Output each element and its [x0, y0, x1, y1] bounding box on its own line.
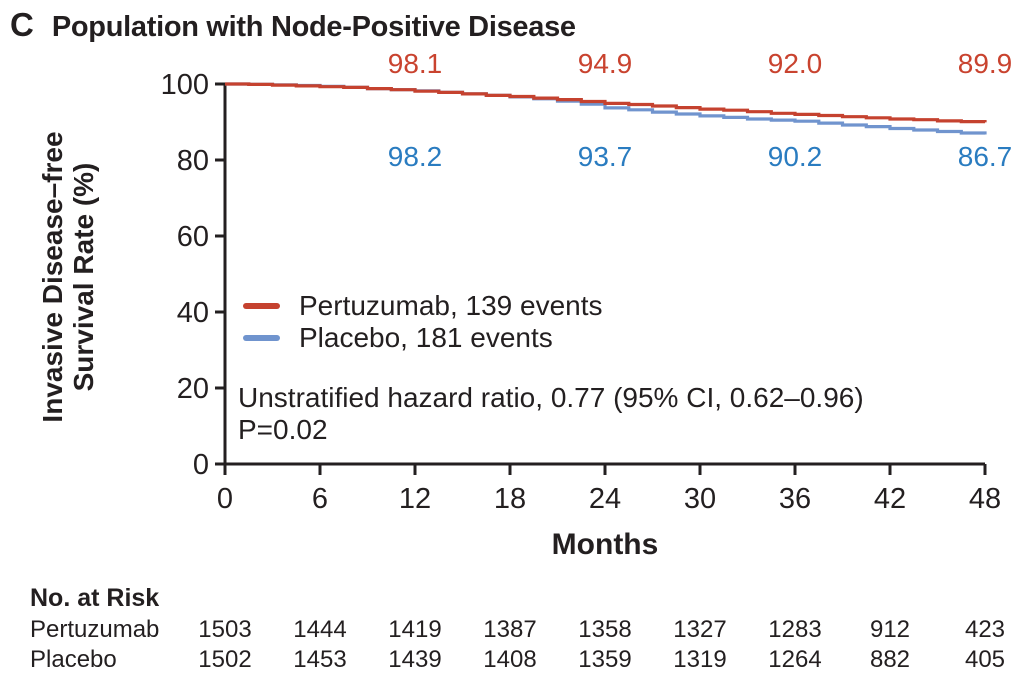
- risk-count: 1502: [198, 646, 252, 673]
- x-tick-label: 24: [589, 483, 621, 515]
- placebo-rate-label: 86.7: [958, 141, 1013, 172]
- risk-table-row-placebo: Placebo 1502 1453 1439 1408 1359 1319 1264 882 4…: [0, 646, 1035, 676]
- risk-count: 405: [964, 646, 1006, 673]
- hazard-ratio-annotation: Unstratified hazard ratio, 0.77 (95% CI,…: [238, 382, 864, 446]
- pertuzumab-rate-label: 92.0: [768, 48, 823, 79]
- pertuzumab-rate-label: 94.9: [578, 48, 633, 79]
- p-value-line: P=0.02: [238, 414, 328, 445]
- risk-count: 1444: [293, 616, 347, 643]
- risk-table-row-pertuzumab: Pertuzumab 1503 1444 1419 1387 1358 1327 1283 9…: [0, 616, 1035, 646]
- legend-label: Pertuzumab, 139 events: [299, 290, 603, 321]
- x-axis-label: Months: [551, 528, 659, 561]
- risk-count: 1419: [388, 616, 442, 643]
- risk-count: 423: [964, 616, 1006, 643]
- risk-table-header: No. at Risk: [30, 584, 160, 612]
- placebo-rate-label: 90.2: [768, 141, 823, 172]
- legend-item-pertuzumab: Pertuzumab, 139 events: [243, 290, 603, 322]
- x-tick-label: 12: [399, 483, 431, 515]
- risk-count: 1264: [768, 646, 822, 673]
- risk-count: 1439: [388, 646, 442, 673]
- x-tick-label: 42: [874, 483, 906, 515]
- risk-count: 882: [869, 646, 911, 673]
- pertuzumab-line-swatch-icon: [243, 303, 280, 309]
- legend-item-placebo: Placebo, 181 events: [243, 322, 603, 354]
- figure-title-row: C Population with Node-Positive Disease: [10, 6, 576, 44]
- x-tick-label: 6: [312, 483, 328, 515]
- risk-count: 1358: [578, 616, 632, 643]
- x-tick-label: 48: [969, 483, 1001, 515]
- pertuzumab-rate-label: 89.9: [958, 48, 1013, 79]
- risk-row-label: Pertuzumab: [30, 616, 160, 643]
- placebo-rate-label: 98.2: [388, 141, 443, 172]
- y-tick-label: 80: [177, 145, 209, 177]
- pertuzumab-survival-curve: [225, 82, 987, 124]
- x-tick-label: 0: [217, 483, 233, 515]
- risk-count: 1503: [198, 616, 252, 643]
- placebo-line-swatch-icon: [243, 335, 280, 341]
- panel-letter: C: [10, 6, 34, 43]
- risk-count: 1387: [483, 616, 537, 643]
- risk-count: 1453: [293, 646, 347, 673]
- x-tick-label: 30: [684, 483, 716, 515]
- x-tick-label: 36: [779, 483, 811, 515]
- risk-count: 1319: [673, 646, 727, 673]
- risk-count: 912: [869, 616, 911, 643]
- risk-count: 1359: [578, 646, 632, 673]
- risk-count: 1283: [768, 616, 822, 643]
- y-tick-label: 20: [177, 373, 209, 405]
- risk-count: 1327: [673, 616, 727, 643]
- page-title: Population with Node-Positive Disease: [51, 11, 576, 43]
- risk-row-label: Placebo: [30, 646, 117, 673]
- risk-count: 1408: [483, 646, 537, 673]
- placebo-rate-label: 93.7: [578, 141, 633, 172]
- legend: Pertuzumab, 139 events Placebo, 181 even…: [243, 290, 603, 354]
- y-tick-label: 0: [193, 449, 209, 481]
- legend-label: Placebo, 181 events: [299, 322, 553, 353]
- placebo-survival-curve: [225, 82, 987, 135]
- hazard-ratio-line: Unstratified hazard ratio, 0.77 (95% CI,…: [238, 382, 864, 413]
- pertuzumab-rate-label: 98.1: [388, 48, 443, 79]
- x-tick-label: 18: [494, 483, 526, 515]
- km-survival-chart: 0 20 40 60 80 100 0 6 12 18 24 30 36 42 48 98.1 94.9 92.0…: [161, 48, 1013, 515]
- y-tick-label: 60: [177, 221, 209, 253]
- y-tick-label: 40: [177, 297, 209, 329]
- y-tick-label: 100: [161, 69, 209, 101]
